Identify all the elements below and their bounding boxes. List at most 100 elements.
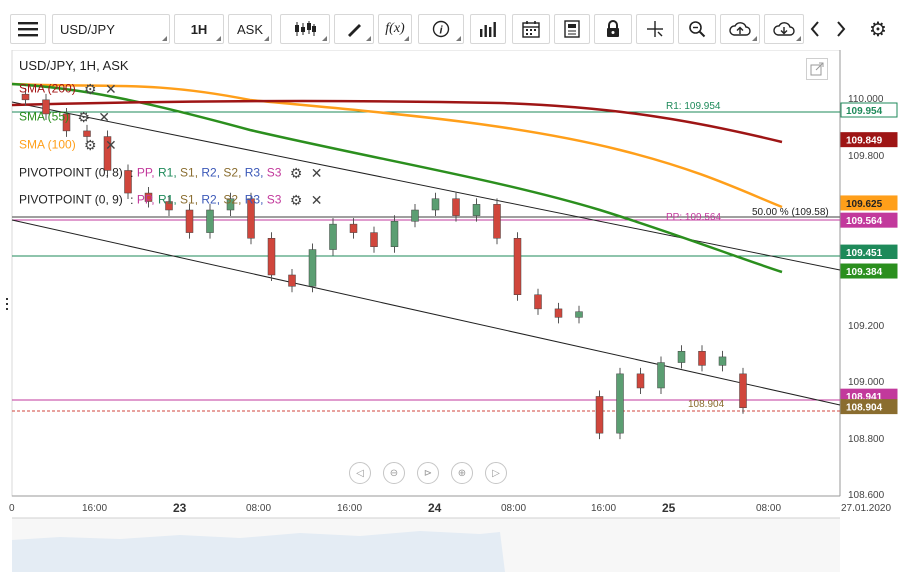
gear-icon[interactable]: ⚙	[84, 137, 97, 153]
close-icon[interactable]: ✕	[310, 192, 323, 208]
news-button[interactable]	[554, 14, 590, 44]
y-tick: 109.800	[848, 151, 885, 162]
candle	[698, 351, 706, 366]
lock-button[interactable]	[594, 14, 632, 44]
draw-line-icon	[348, 24, 361, 37]
expand-button[interactable]	[806, 58, 828, 80]
legend-sma-55[interactable]: SMA (55) ⚙ ✕	[19, 109, 110, 126]
price-badge-label: 109.625	[846, 199, 883, 210]
candle	[493, 204, 501, 239]
toolbar: USD/JPY 1H ASK f(x) i	[0, 0, 905, 56]
gear-icon: ⚙	[869, 18, 887, 41]
crosshair-button[interactable]	[636, 14, 674, 44]
candle	[144, 192, 153, 202]
legend-label: PIVOTPOINT (0, 8)	[19, 165, 123, 180]
cloud-download-button[interactable]	[764, 14, 804, 44]
r1-annotation: R1: 109.954	[666, 101, 721, 112]
candle	[329, 223, 337, 250]
candle	[411, 209, 419, 222]
draw-button[interactable]	[334, 14, 374, 44]
symbol-label: USD/JPY	[60, 21, 115, 37]
scroll-left-icon: ◁	[356, 467, 364, 479]
x-tick-day: 25	[662, 501, 676, 515]
candle	[554, 308, 563, 318]
legend-sma-100[interactable]: SMA (100) ⚙ ✕	[19, 137, 117, 154]
candle	[42, 99, 50, 115]
zoom-button[interactable]	[678, 14, 716, 44]
cloud-upload-button[interactable]	[720, 14, 760, 44]
price-badge-label: 108.904	[846, 403, 883, 414]
candle	[124, 170, 132, 194]
info-icon: i	[432, 20, 450, 38]
price-badge	[840, 195, 898, 211]
candle	[226, 198, 235, 211]
price-badge-label: 109.384	[846, 267, 883, 278]
legend-pivot-1[interactable]: PIVOTPOINT (0, 8) : PP, R1, S1, R2, S2, …	[19, 165, 323, 181]
price-type-select[interactable]: ASK	[228, 14, 272, 44]
gear-icon[interactable]: ⚙	[289, 192, 303, 208]
zoom-out-icon: ⊖	[389, 467, 399, 479]
scroll-left-button[interactable]: ◁	[349, 462, 371, 484]
candle	[62, 113, 71, 132]
candle	[677, 351, 686, 363]
scroll-right-button[interactable]: ▷	[485, 462, 507, 484]
legend-label: SMA (55)	[19, 109, 70, 124]
menu-button[interactable]	[10, 14, 46, 44]
info-button[interactable]: i	[418, 14, 464, 44]
x-tick-date: 27.01.2020	[841, 503, 891, 514]
candle	[575, 311, 583, 318]
y-tick: 108.600	[848, 490, 885, 501]
x-tick: 0	[9, 503, 15, 514]
symbol-select[interactable]: USD/JPY	[52, 14, 170, 44]
scroll-back-button[interactable]	[806, 14, 824, 44]
close-icon[interactable]: ✕	[104, 81, 117, 97]
price-badge-label: 108.941	[846, 392, 883, 403]
navigator-area	[12, 531, 505, 572]
legend-label: SMA (100)	[19, 137, 76, 152]
zoom-in-button[interactable]: ⊕	[451, 462, 473, 484]
y-tick: 109.000	[848, 377, 885, 388]
candle	[83, 130, 91, 137]
close-icon[interactable]: ✕	[98, 109, 110, 125]
price-badge-label: 109.954	[846, 106, 883, 117]
left-drag-handle[interactable]	[6, 298, 8, 310]
volume-button[interactable]	[470, 14, 506, 44]
gear-icon[interactable]: ⚙	[84, 81, 97, 97]
pp-annotation: PP: 109.564	[666, 212, 721, 223]
close-icon[interactable]: ✕	[104, 137, 117, 153]
legend-sma-200[interactable]: SMA (200) ⚙ ✕	[19, 81, 117, 98]
zoom-out-button[interactable]: ⊖	[383, 462, 405, 484]
function-button[interactable]: f(x)	[378, 14, 412, 44]
y-tick: 110.000	[848, 94, 884, 105]
candle	[472, 204, 481, 216]
chart-type-button[interactable]	[280, 14, 330, 44]
close-icon[interactable]: ✕	[310, 165, 323, 181]
x-tick: 16:00	[591, 503, 616, 514]
candle	[103, 136, 112, 171]
x-tick: 16:00	[337, 503, 362, 514]
price-badge	[840, 212, 898, 228]
candle	[636, 373, 645, 389]
volume-bars-icon	[480, 22, 496, 37]
legend-pivot-2[interactable]: PIVOTPOINT (0, 9) : PP, R1, S1, R2, S2, …	[19, 192, 323, 208]
price-chart[interactable]: R1: 109.954 PP: 109.564 50.00 % (109.58)…	[0, 49, 905, 572]
x-tick: 16:00	[82, 503, 107, 514]
calendar-button[interactable]	[512, 14, 550, 44]
gear-icon[interactable]: ⚙	[289, 165, 303, 181]
candle	[185, 209, 194, 233]
price-badge-label: 109.451	[846, 248, 883, 259]
price-badge	[840, 263, 898, 279]
candle	[206, 209, 214, 233]
legend-label: SMA (200)	[19, 81, 76, 96]
chart-panel[interactable]: R1: 109.954 PP: 109.564 50.00 % (109.58)…	[0, 49, 905, 572]
gear-icon[interactable]: ⚙	[77, 109, 90, 125]
candle-type-icon	[295, 21, 316, 36]
candle	[165, 201, 173, 211]
timeframe-select[interactable]: 1H	[174, 14, 224, 44]
candle	[452, 198, 460, 216]
fit-button[interactable]: ⊳	[417, 462, 439, 484]
scroll-forward-button[interactable]	[832, 14, 850, 44]
settings-button[interactable]: ⚙	[866, 14, 890, 44]
crosshair-icon	[647, 21, 663, 37]
scroll-right-icon: ▷	[492, 467, 500, 479]
